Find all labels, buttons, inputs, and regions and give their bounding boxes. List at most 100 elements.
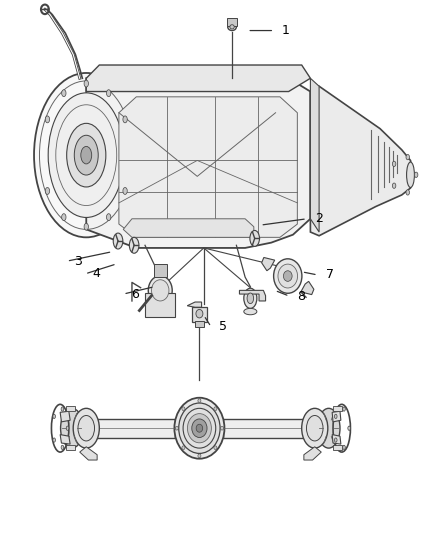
Bar (66, 406, 74, 411)
Ellipse shape (406, 155, 410, 160)
Text: 2: 2 (315, 212, 323, 225)
Ellipse shape (302, 408, 328, 448)
Ellipse shape (129, 237, 139, 253)
Polygon shape (304, 447, 321, 460)
Bar (191, 307, 207, 321)
Text: 6: 6 (131, 288, 139, 301)
Ellipse shape (152, 280, 169, 301)
Ellipse shape (318, 408, 340, 448)
Ellipse shape (61, 445, 64, 449)
Polygon shape (332, 434, 341, 444)
Ellipse shape (198, 399, 201, 402)
Ellipse shape (74, 135, 98, 175)
Ellipse shape (148, 276, 172, 305)
Ellipse shape (220, 426, 223, 430)
Ellipse shape (307, 416, 323, 441)
Ellipse shape (53, 414, 56, 418)
Ellipse shape (244, 309, 257, 315)
Polygon shape (86, 78, 311, 248)
Text: 1: 1 (282, 24, 290, 37)
Ellipse shape (60, 408, 83, 448)
Ellipse shape (182, 446, 185, 449)
Text: 8: 8 (297, 290, 305, 303)
Bar (154, 264, 167, 277)
Ellipse shape (84, 80, 88, 87)
Ellipse shape (106, 214, 111, 221)
Ellipse shape (106, 90, 111, 96)
Bar (145, 293, 176, 317)
Polygon shape (80, 447, 97, 460)
Ellipse shape (179, 403, 220, 454)
Polygon shape (123, 219, 254, 237)
Ellipse shape (62, 90, 66, 96)
Ellipse shape (113, 233, 123, 249)
Ellipse shape (343, 407, 345, 411)
Ellipse shape (45, 116, 49, 123)
Ellipse shape (66, 426, 69, 430)
Polygon shape (311, 78, 319, 232)
Ellipse shape (392, 183, 396, 188)
Ellipse shape (348, 426, 350, 430)
Polygon shape (311, 86, 413, 236)
Ellipse shape (174, 398, 224, 459)
Ellipse shape (187, 414, 212, 443)
Bar (227, 18, 237, 26)
Bar (333, 445, 342, 450)
Ellipse shape (48, 93, 124, 217)
Polygon shape (240, 290, 265, 301)
Ellipse shape (274, 259, 302, 293)
Ellipse shape (230, 25, 234, 29)
Ellipse shape (123, 116, 127, 123)
Ellipse shape (343, 445, 345, 449)
Ellipse shape (196, 424, 203, 432)
Bar (66, 445, 74, 450)
Ellipse shape (283, 271, 292, 281)
Text: 7: 7 (325, 269, 334, 281)
Ellipse shape (175, 426, 178, 430)
Ellipse shape (78, 416, 95, 441)
Ellipse shape (335, 414, 337, 418)
Text: 3: 3 (74, 255, 82, 268)
Ellipse shape (45, 188, 49, 195)
Ellipse shape (198, 454, 201, 458)
Ellipse shape (192, 419, 207, 438)
Polygon shape (60, 434, 70, 444)
Ellipse shape (392, 161, 396, 166)
Ellipse shape (244, 288, 257, 309)
Bar (88, 419, 176, 438)
Ellipse shape (123, 188, 127, 195)
Ellipse shape (406, 162, 414, 188)
Ellipse shape (335, 438, 337, 442)
Ellipse shape (34, 73, 138, 237)
Ellipse shape (183, 408, 216, 448)
Text: 4: 4 (93, 268, 101, 280)
Ellipse shape (73, 408, 99, 448)
Ellipse shape (214, 446, 217, 449)
Polygon shape (86, 65, 311, 92)
Polygon shape (60, 411, 70, 422)
Polygon shape (187, 302, 201, 308)
Ellipse shape (278, 264, 297, 288)
Ellipse shape (214, 407, 217, 410)
Text: 5: 5 (219, 320, 227, 334)
Ellipse shape (53, 438, 56, 442)
Ellipse shape (414, 172, 418, 177)
Ellipse shape (196, 310, 203, 318)
Ellipse shape (247, 293, 254, 304)
Ellipse shape (61, 407, 64, 411)
Ellipse shape (67, 123, 106, 187)
Ellipse shape (182, 407, 185, 410)
Bar (223, 419, 311, 438)
Ellipse shape (228, 23, 237, 30)
Bar (195, 320, 204, 327)
Ellipse shape (250, 230, 259, 246)
Ellipse shape (81, 147, 92, 164)
Polygon shape (301, 281, 314, 295)
Bar (333, 406, 342, 411)
Polygon shape (119, 97, 297, 237)
Ellipse shape (406, 190, 410, 195)
Polygon shape (261, 257, 275, 271)
Polygon shape (332, 411, 341, 422)
Ellipse shape (84, 223, 88, 230)
Ellipse shape (62, 214, 66, 221)
